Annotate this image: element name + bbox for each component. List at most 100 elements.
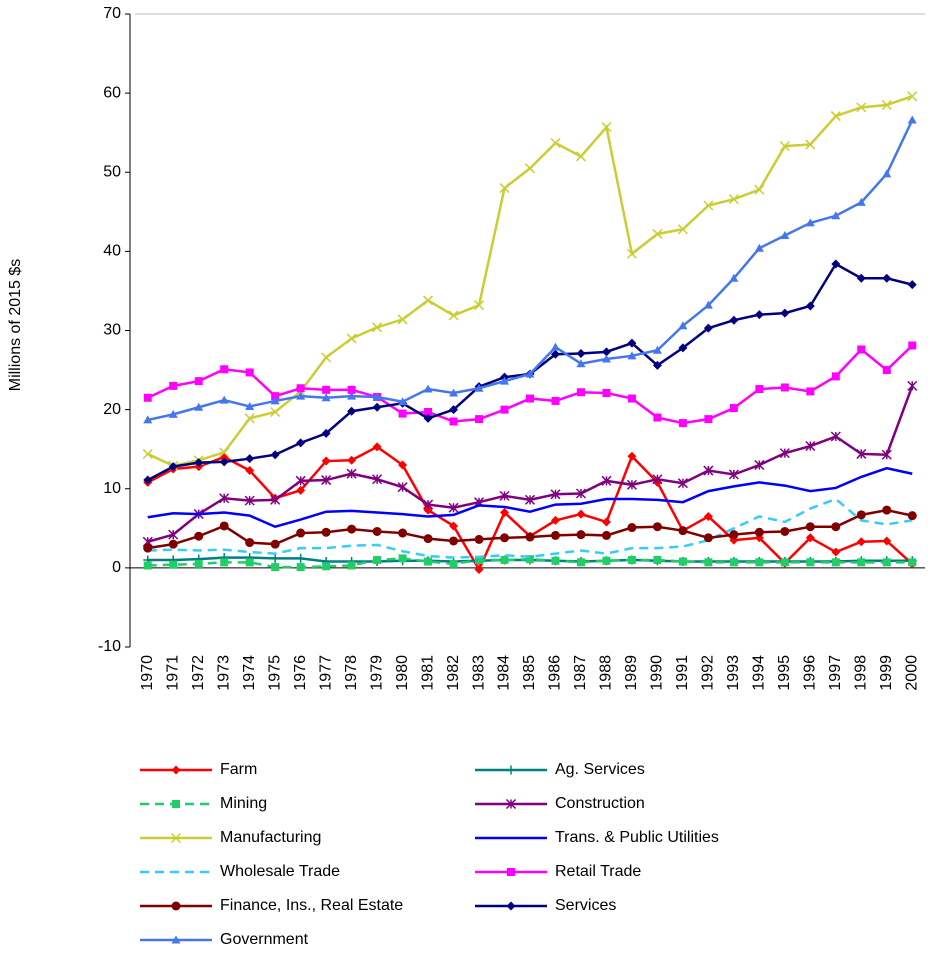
marker — [831, 259, 841, 269]
y-tick-label: 20 — [103, 401, 121, 418]
marker — [576, 509, 586, 519]
marker — [754, 527, 764, 537]
marker — [245, 538, 255, 548]
y-tick-label: 50 — [103, 163, 121, 180]
marker — [576, 359, 586, 368]
marker — [143, 475, 153, 485]
x-tick-label: 1997 — [827, 655, 844, 691]
marker — [550, 515, 560, 525]
marker — [500, 555, 509, 564]
marker — [601, 354, 611, 363]
marker — [805, 218, 815, 227]
marker — [576, 388, 585, 397]
marker — [372, 526, 382, 536]
marker — [296, 438, 306, 448]
marker — [856, 102, 867, 113]
marker — [244, 413, 255, 424]
legend-label: Retail Trade — [555, 863, 641, 880]
marker — [704, 415, 713, 424]
marker — [550, 349, 560, 359]
series-line — [147, 497, 913, 559]
x-tick-label: 1980 — [394, 655, 411, 691]
legend-label: Services — [555, 897, 616, 914]
marker — [347, 406, 357, 416]
marker — [754, 310, 764, 320]
marker — [219, 395, 229, 404]
x-tick-label: 1975 — [266, 655, 283, 691]
marker — [805, 522, 815, 532]
x-tick-label: 1990 — [649, 655, 666, 691]
legend-label: Manufacturing — [220, 829, 321, 846]
marker — [550, 137, 561, 149]
x-tick-label: 1999 — [878, 655, 895, 691]
marker — [780, 526, 790, 536]
marker — [729, 315, 739, 325]
marker — [526, 555, 534, 564]
marker — [831, 558, 840, 567]
marker — [806, 387, 815, 396]
marker — [296, 528, 306, 538]
series-line — [147, 385, 914, 543]
marker — [551, 396, 560, 405]
marker — [296, 384, 305, 393]
marker — [245, 368, 254, 377]
marker — [627, 351, 637, 360]
marker — [220, 365, 229, 374]
series — [143, 442, 917, 574]
marker — [143, 543, 153, 553]
marker — [525, 532, 535, 542]
marker — [626, 479, 637, 490]
marker — [677, 224, 688, 235]
marker — [678, 526, 688, 536]
legend-label: Trans. & Public Utilities — [555, 829, 719, 846]
x-tick-label: 1988 — [598, 655, 615, 691]
marker — [601, 475, 612, 486]
marker — [652, 228, 663, 239]
marker — [652, 474, 663, 485]
marker — [142, 448, 153, 459]
marker — [449, 388, 459, 397]
x-tick-label: 1971 — [164, 655, 181, 691]
x-tick-label: 1979 — [368, 655, 385, 691]
marker — [449, 521, 459, 531]
marker — [475, 555, 484, 564]
x-tick-label: 1994 — [751, 655, 768, 691]
marker — [398, 460, 408, 470]
marker — [423, 413, 433, 423]
marker — [270, 494, 281, 505]
x-tick-label: 1982 — [445, 655, 462, 691]
marker — [220, 558, 229, 567]
marker — [194, 559, 203, 568]
marker — [322, 385, 331, 394]
marker — [805, 301, 815, 311]
y-tick-label: 30 — [103, 322, 121, 339]
marker — [270, 450, 280, 460]
marker — [372, 322, 383, 333]
marker — [474, 300, 485, 311]
marker — [627, 451, 637, 461]
marker — [678, 343, 688, 353]
series-line — [147, 445, 914, 573]
marker — [780, 383, 789, 392]
marker — [398, 397, 408, 406]
marker — [424, 557, 433, 566]
series — [147, 497, 913, 559]
marker — [703, 533, 713, 543]
y-tick-label: 70 — [103, 5, 121, 22]
marker — [728, 469, 739, 480]
marker — [780, 308, 790, 318]
marker — [423, 534, 433, 544]
marker — [398, 554, 407, 563]
marker — [423, 499, 434, 510]
marker — [244, 495, 255, 506]
marker — [907, 91, 918, 102]
x-tick-label: 1996 — [802, 655, 819, 691]
marker — [506, 901, 516, 911]
marker — [627, 338, 637, 348]
legend-label: Ag. Services — [555, 761, 645, 778]
marker — [270, 396, 280, 405]
marker — [728, 194, 739, 205]
marker — [882, 169, 892, 178]
marker — [507, 868, 515, 876]
marker — [881, 449, 892, 460]
